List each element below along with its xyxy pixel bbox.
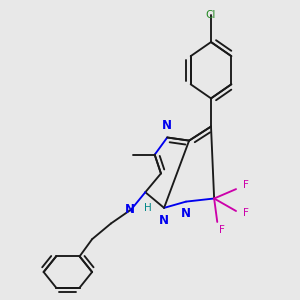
Text: F: F xyxy=(243,208,249,218)
Text: F: F xyxy=(219,225,225,235)
Text: N: N xyxy=(125,203,135,216)
Text: H: H xyxy=(144,203,152,213)
Text: Cl: Cl xyxy=(206,11,216,20)
Text: N: N xyxy=(162,119,172,132)
Text: N: N xyxy=(181,207,191,220)
Text: N: N xyxy=(159,214,169,226)
Text: F: F xyxy=(243,180,249,190)
